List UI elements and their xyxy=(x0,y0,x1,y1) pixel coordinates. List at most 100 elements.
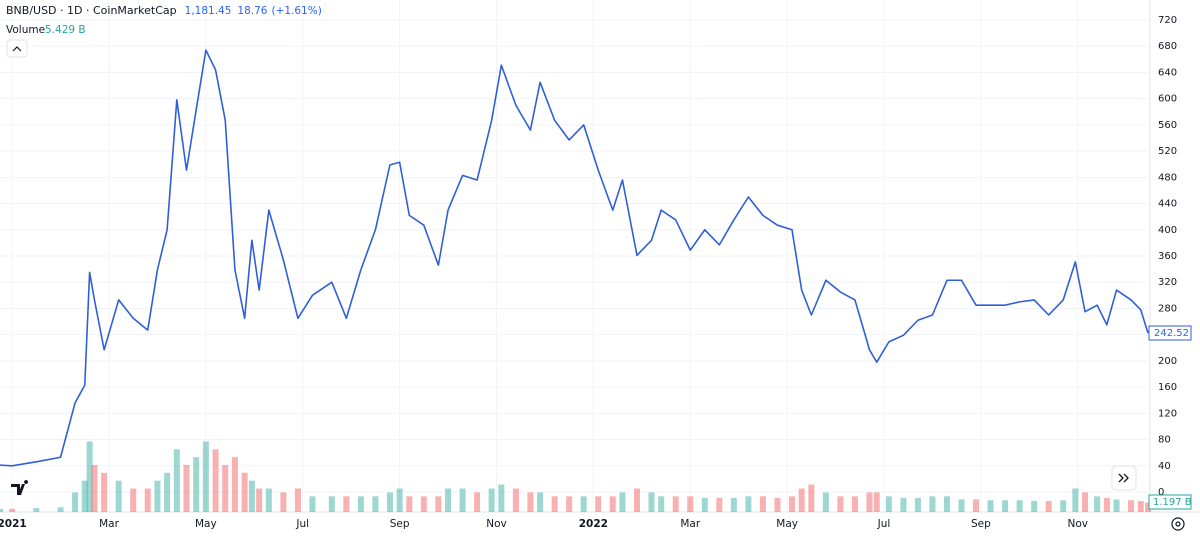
tradingview-logo[interactable] xyxy=(11,480,29,495)
volume-bar xyxy=(81,480,88,512)
settings-icon[interactable] xyxy=(1171,517,1185,531)
volume-bar xyxy=(91,465,98,512)
volume-bar xyxy=(498,484,505,512)
volume-bar xyxy=(551,496,558,512)
volume-bar xyxy=(527,492,534,512)
volume-bar xyxy=(309,496,316,512)
volume-bar xyxy=(716,497,723,512)
volume-bar xyxy=(851,496,858,512)
volume-bar xyxy=(420,496,427,512)
header-change-pct: (+1.61%) xyxy=(271,5,321,17)
settings-icon-center xyxy=(1175,521,1181,527)
volume-bar xyxy=(1060,500,1067,512)
y-tick-label: 520 xyxy=(1158,146,1177,157)
volume-bar xyxy=(580,496,587,512)
x-tick-label: 2021 xyxy=(0,518,27,530)
volume-bar xyxy=(396,488,403,512)
volume-bar xyxy=(672,496,679,512)
x-tick-label: 2022 xyxy=(579,518,608,530)
volume-bar xyxy=(280,492,287,512)
settings-button[interactable] xyxy=(1171,517,1185,531)
volume-bar xyxy=(357,496,364,512)
volume-bar xyxy=(633,488,640,512)
volume-bar xyxy=(328,496,335,512)
last-volume-label: 1.197 B xyxy=(1153,497,1192,508)
volume-bar xyxy=(745,496,752,512)
x-tick-label: Jul xyxy=(295,518,309,530)
volume-bar xyxy=(241,472,248,512)
y-tick-label: 600 xyxy=(1158,94,1177,105)
y-tick-label: 360 xyxy=(1158,251,1177,262)
volume-bar xyxy=(885,496,892,512)
volume-bar xyxy=(973,499,980,512)
volume-bar xyxy=(445,488,452,512)
volume-bar xyxy=(730,497,737,512)
collapse-button-box[interactable] xyxy=(6,39,28,58)
grid xyxy=(0,0,1200,513)
y-tick-label: 80 xyxy=(1158,435,1171,446)
volume-bar xyxy=(101,472,108,512)
volume-bar xyxy=(248,480,255,512)
x-tick-label: Mar xyxy=(99,518,119,530)
y-tick-label: 680 xyxy=(1158,41,1177,52)
volume-bar xyxy=(72,492,79,512)
y-tick-label: 720 xyxy=(1158,15,1177,26)
volume-bar xyxy=(343,496,350,512)
y-tick-label: 160 xyxy=(1158,382,1177,393)
volume-bar xyxy=(1072,488,1079,512)
volume-bar xyxy=(202,441,209,512)
volume-bar xyxy=(435,496,442,512)
volume-bar xyxy=(488,488,495,512)
volume-bar xyxy=(900,497,907,512)
x-tick-label: Mar xyxy=(680,518,700,530)
volume-legend-value: 5.429 B xyxy=(45,24,86,36)
x-tick-label: Sep xyxy=(971,518,991,530)
y-tick-label: 320 xyxy=(1158,277,1177,288)
volume-bar xyxy=(154,480,161,512)
last-price-label: 242.52 xyxy=(1154,328,1189,339)
volume-bar xyxy=(609,496,616,512)
volume-bar xyxy=(1082,492,1089,512)
volume-bar xyxy=(386,492,393,512)
volume-bar xyxy=(265,488,272,512)
volume-bar xyxy=(1031,501,1038,512)
volume-bar xyxy=(658,496,665,512)
volume-bar xyxy=(372,496,379,512)
volume-bar xyxy=(1145,502,1151,512)
volume-bar xyxy=(231,457,238,512)
volume-legend: Volume xyxy=(6,24,45,36)
x-tick-label: May xyxy=(195,518,217,530)
collapse-button[interactable] xyxy=(6,39,28,58)
scroll-button[interactable] xyxy=(1111,465,1137,491)
volume-bar xyxy=(1137,501,1144,512)
y-tick-label: 280 xyxy=(1158,303,1177,314)
scroll-icon xyxy=(1118,473,1129,483)
volume-bar xyxy=(687,496,694,512)
volume-bar xyxy=(459,488,466,512)
volume-bar xyxy=(788,496,795,512)
volume-bar xyxy=(701,497,708,512)
x-tick-label: May xyxy=(776,518,798,530)
x-tick-label: Jul xyxy=(877,518,891,530)
y-tick-label: 640 xyxy=(1158,67,1177,78)
last-price-box xyxy=(1148,325,1192,341)
logo-mark[interactable] xyxy=(11,480,29,495)
volume-bar xyxy=(648,492,655,512)
volume-bar xyxy=(222,465,229,512)
volume-bar xyxy=(808,484,815,512)
volume-bar xyxy=(837,496,844,512)
volume-bar xyxy=(474,492,481,512)
price-line xyxy=(0,49,1149,467)
volume-bar xyxy=(943,496,950,512)
volume-bar xyxy=(566,496,573,512)
volume-bar xyxy=(0,508,3,512)
x-tick-label: Nov xyxy=(1068,518,1089,530)
x-tick-label: Sep xyxy=(390,518,410,530)
volume-bar xyxy=(9,508,16,512)
volume-bar xyxy=(173,449,180,512)
volume-bar xyxy=(33,508,40,512)
volume-bar xyxy=(619,492,626,512)
scroll-button-box[interactable] xyxy=(1111,465,1137,491)
last-volume-box xyxy=(1148,494,1192,510)
